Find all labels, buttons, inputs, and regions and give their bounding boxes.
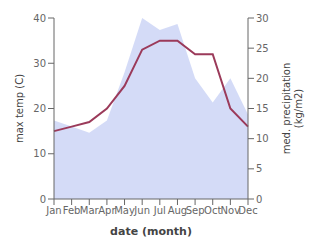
svg-text:May: May — [114, 205, 135, 216]
svg-text:Dec: Dec — [238, 205, 257, 216]
svg-text:5: 5 — [256, 163, 262, 174]
svg-text:Mar: Mar — [80, 205, 100, 216]
svg-text:max temp (C): max temp (C) — [14, 74, 25, 143]
svg-text:Jan: Jan — [45, 205, 61, 216]
svg-text:0: 0 — [256, 194, 262, 205]
svg-text:10: 10 — [256, 133, 269, 144]
svg-text:Apr: Apr — [98, 205, 116, 217]
svg-text:20: 20 — [256, 73, 269, 84]
svg-text:30: 30 — [33, 58, 46, 69]
svg-text:0: 0 — [40, 194, 46, 205]
svg-text:date (month): date (month) — [110, 225, 192, 238]
svg-text:30: 30 — [256, 13, 269, 24]
svg-text:10: 10 — [33, 148, 46, 159]
svg-text:Oct: Oct — [204, 205, 221, 216]
svg-text:25: 25 — [256, 43, 269, 54]
svg-text:Sep: Sep — [186, 205, 205, 216]
svg-text:Jul: Jul — [153, 205, 166, 216]
svg-text:Jun: Jun — [133, 205, 150, 216]
svg-text:Aug: Aug — [168, 205, 188, 216]
svg-text:15: 15 — [256, 103, 269, 114]
svg-text:med. precipitation(kg/m2): med. precipitation(kg/m2) — [281, 63, 304, 155]
svg-text:Nov: Nov — [221, 205, 241, 216]
svg-text:20: 20 — [33, 103, 46, 114]
svg-text:40: 40 — [33, 13, 46, 24]
svg-text:Feb: Feb — [63, 205, 81, 216]
